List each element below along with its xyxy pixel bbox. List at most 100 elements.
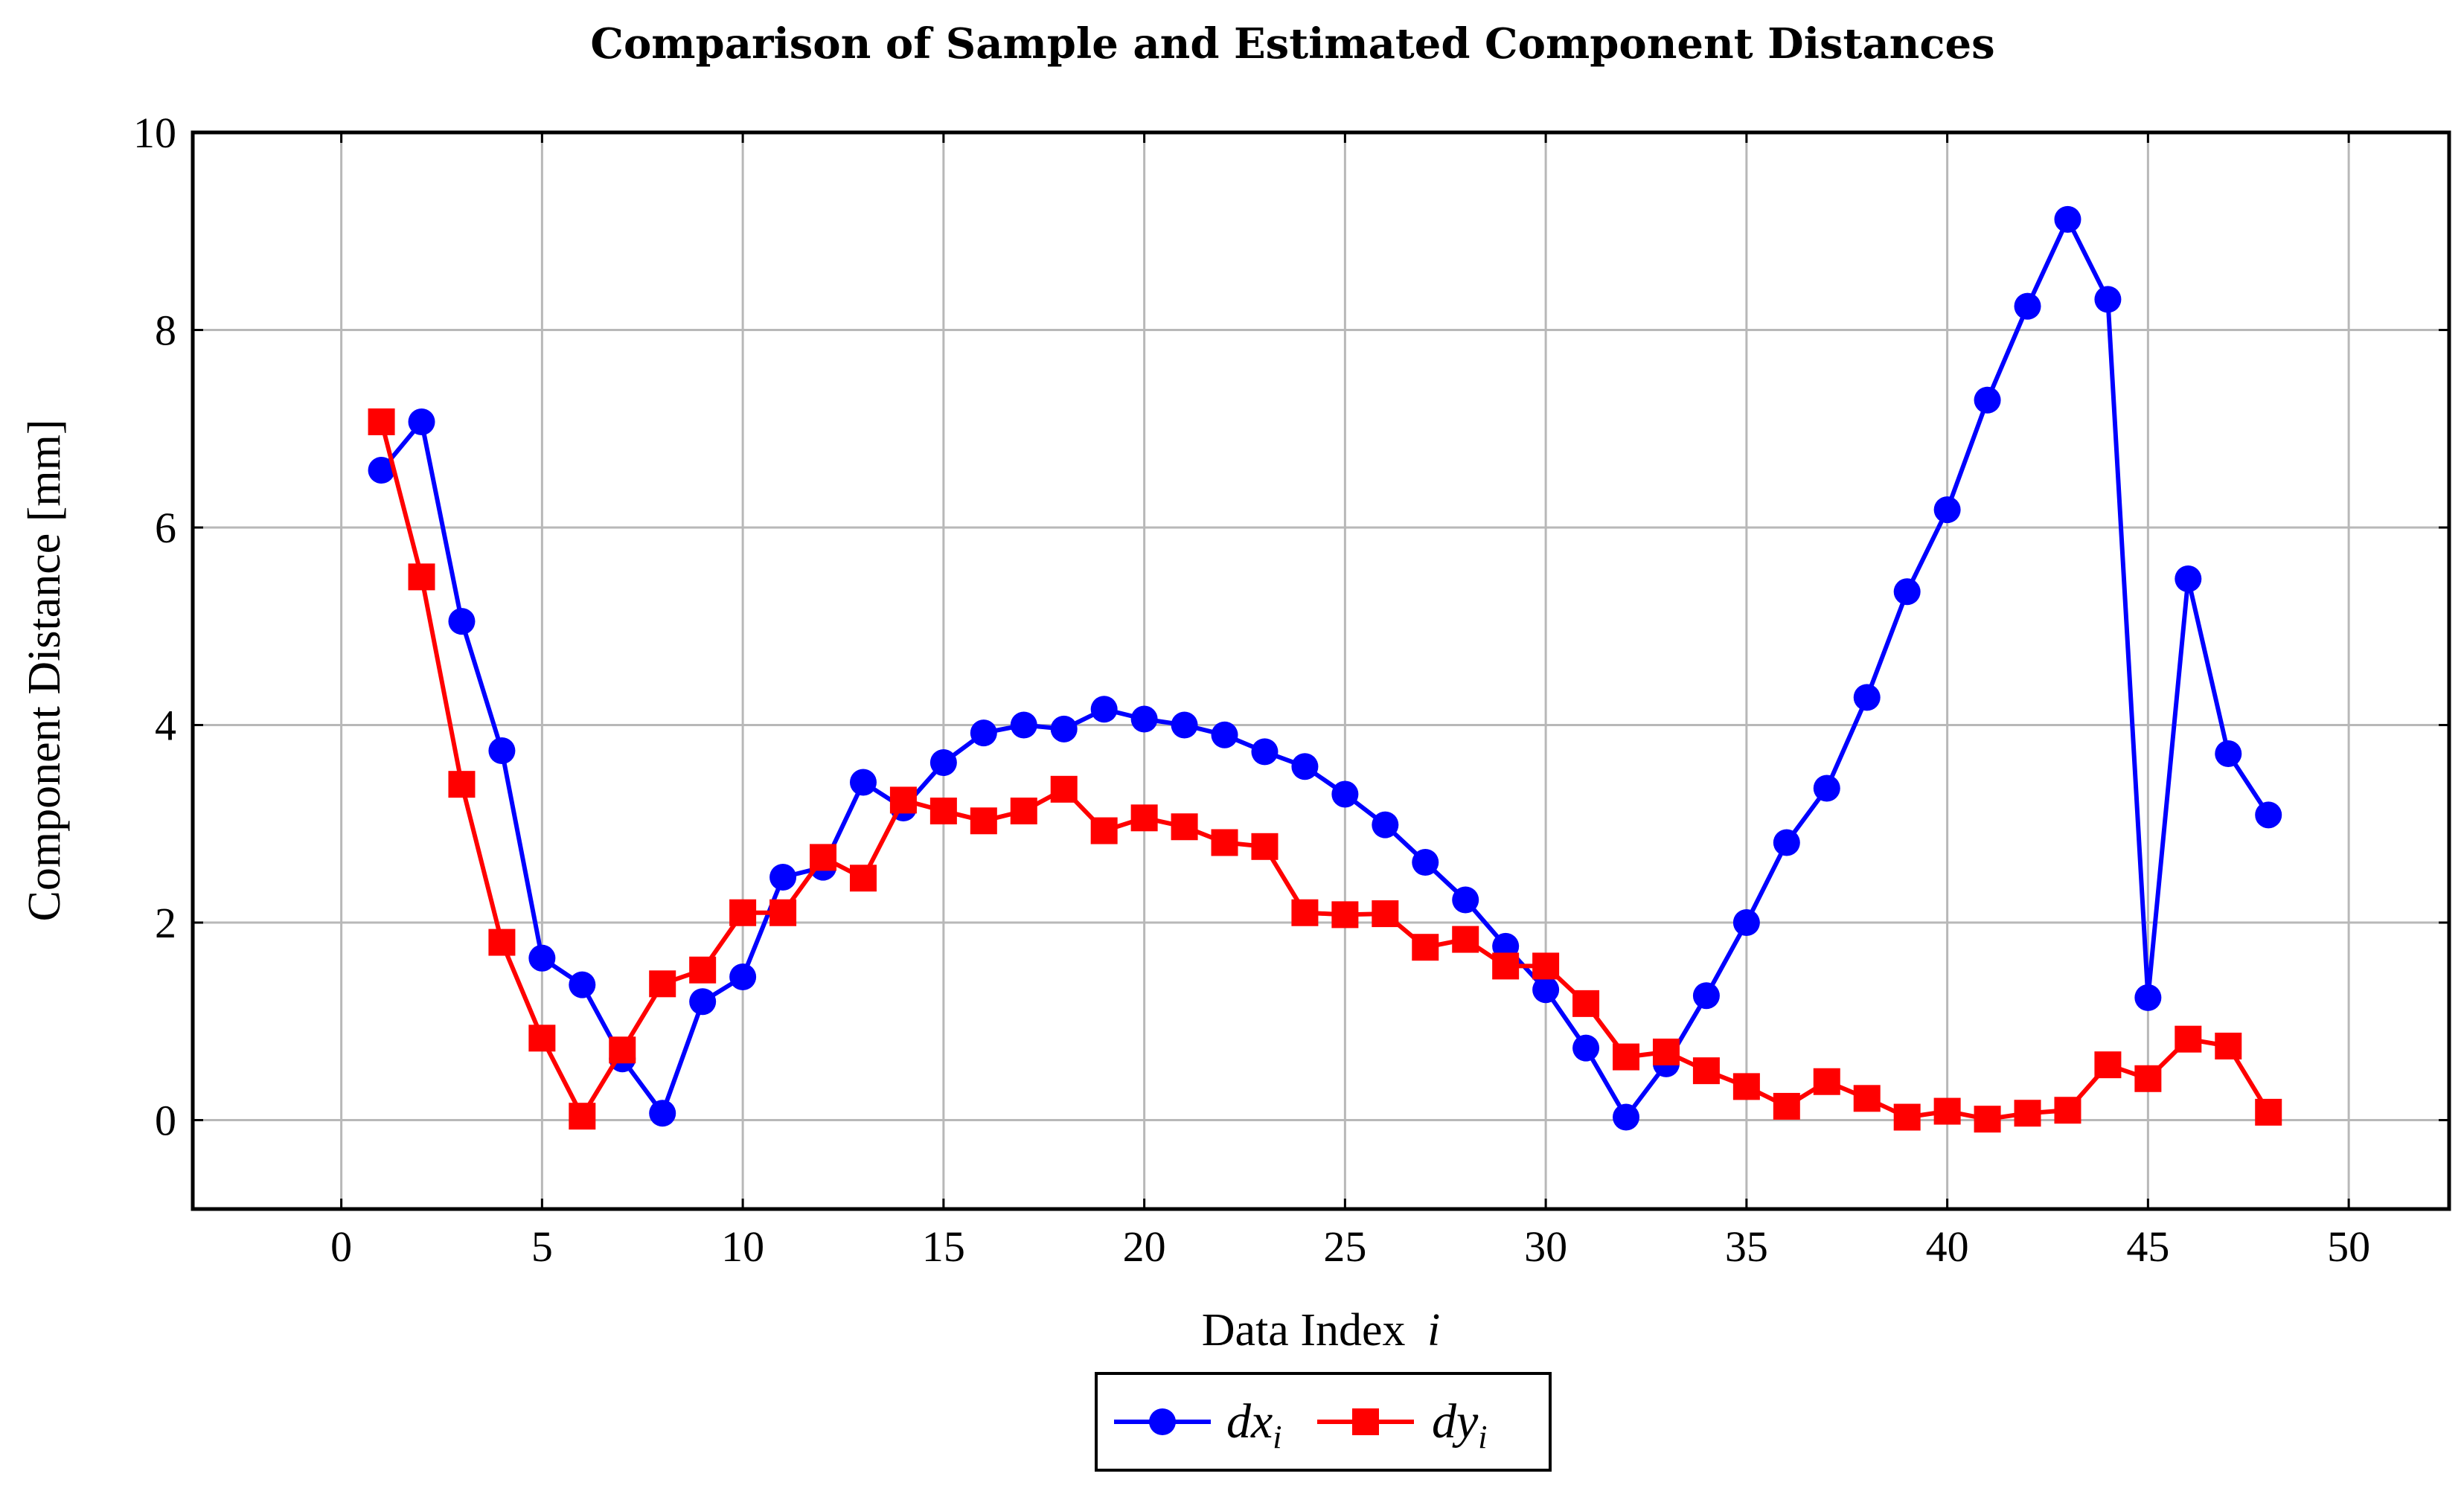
data-point-dx (2014, 292, 2041, 320)
data-point-dx (769, 863, 797, 891)
legend-marker-dx (1149, 1408, 1176, 1435)
data-point-dx (1452, 886, 1479, 914)
y-tick-label: 10 (133, 109, 176, 157)
data-point-dy (970, 807, 997, 835)
data-point-dx (1853, 684, 1881, 711)
data-point-dx (849, 769, 877, 796)
legend-label-dx-name: dx (1226, 1394, 1273, 1449)
data-point-dy (1251, 833, 1279, 860)
data-point-dy (1010, 798, 1037, 825)
y-tick-label: 6 (155, 504, 176, 552)
data-point-dy (2054, 1097, 2081, 1124)
data-point-dy (1090, 817, 1118, 844)
y-axis-label: Component Distance [mm] (19, 420, 70, 922)
y-tick-label: 0 (155, 1097, 176, 1145)
data-point-dx (689, 988, 717, 1016)
data-point-dy (2255, 1098, 2282, 1126)
data-point-dx (368, 457, 395, 484)
data-point-dx (528, 944, 556, 972)
x-tick-label: 50 (2327, 1222, 2370, 1271)
data-point-dy (1893, 1103, 1921, 1131)
data-point-dy (1372, 900, 1399, 928)
data-point-dx (2094, 286, 2122, 313)
data-point-dx (1130, 705, 1158, 733)
legend-label-dy: dyi (1432, 1394, 1488, 1455)
data-point-dy (2175, 1025, 2202, 1053)
x-tick-label: 40 (1926, 1222, 1969, 1271)
data-point-dy (1572, 990, 1600, 1017)
data-point-dy (1974, 1106, 2001, 1133)
data-point-dx (2255, 801, 2282, 829)
data-point-dy (448, 771, 476, 798)
data-point-dy (1291, 899, 1319, 926)
data-point-dx (1813, 775, 1840, 802)
data-point-dx (408, 408, 435, 435)
data-point-dy (1652, 1038, 1680, 1065)
data-point-dy (1171, 813, 1198, 841)
data-point-dy (729, 899, 757, 926)
data-point-dy (2134, 1065, 2162, 1092)
data-point-dx (649, 1100, 676, 1127)
y-tick-label: 8 (155, 307, 176, 355)
data-point-dy (2094, 1051, 2122, 1079)
x-axis-label: Data Index i (1202, 1305, 1440, 1356)
data-point-dy (1532, 952, 1560, 980)
x-tick-label: 15 (922, 1222, 965, 1271)
data-point-dx (488, 737, 516, 765)
tick-labels: 0 5 10 15 20 25 30 35 40 45 50 0 2 4 6 8 10 (133, 109, 2449, 1271)
series-line-dx (380, 217, 2271, 1120)
data-point-dx (1732, 909, 1760, 937)
x-tick-label: 0 (330, 1222, 352, 1271)
data-point-dy (649, 970, 676, 998)
data-point-dy (1853, 1085, 1881, 1112)
data-point-dy (1773, 1092, 1800, 1120)
data-point-dy (1492, 952, 1520, 980)
legend-marker-dy (1352, 1408, 1379, 1435)
x-tick-label: 5 (531, 1222, 553, 1271)
data-point-dy (569, 1103, 596, 1130)
data-point-dy (1050, 775, 1078, 803)
plot-frame (191, 130, 2451, 1211)
y-tick-label: 4 (155, 702, 176, 750)
x-tick-label: 10 (721, 1222, 764, 1271)
data-point-dx (1572, 1034, 1600, 1062)
series-dx (368, 205, 2282, 1131)
data-point-dy (408, 563, 435, 591)
x-tick-label: 30 (1524, 1222, 1567, 1271)
data-point-dy (1211, 829, 1238, 856)
data-point-dx (1613, 1103, 1640, 1131)
data-point-dx (1372, 811, 1399, 839)
data-point-dx (1211, 721, 1238, 748)
data-point-dx (1331, 780, 1359, 808)
data-point-dx (1933, 496, 1961, 524)
data-point-dx (1412, 849, 1439, 876)
data-point-dy (1613, 1043, 1640, 1071)
data-point-dx (1773, 829, 1800, 856)
data-point-dy (810, 844, 837, 871)
data-point-dx (2175, 565, 2202, 593)
legend-label-dy-sub: i (1478, 1419, 1487, 1455)
data-point-dy (1412, 934, 1439, 961)
chart-title: Comparison of Sample and Estimated Compo… (590, 19, 1994, 68)
plot-area (368, 205, 2282, 1133)
data-point-dx (448, 608, 476, 635)
x-axis-label-variable: i (1427, 1305, 1440, 1356)
data-point-dy (1732, 1073, 1760, 1100)
data-point-dx (569, 971, 596, 998)
data-point-dx (1692, 982, 1720, 1010)
data-point-dy (689, 956, 717, 984)
data-point-dx (1171, 711, 1198, 739)
data-point-dx (929, 748, 957, 776)
data-point-dx (1251, 738, 1279, 766)
data-point-dx (970, 719, 997, 747)
data-point-dx (1050, 715, 1078, 743)
data-point-dy (2014, 1100, 2041, 1127)
data-point-dx (2134, 984, 2162, 1011)
data-point-dy (1933, 1097, 1961, 1125)
data-point-dy (769, 899, 797, 926)
y-tick-label: 2 (155, 899, 176, 947)
data-point-dx (1291, 753, 1319, 780)
data-point-dx (1893, 578, 1921, 606)
data-point-dx (2215, 740, 2242, 768)
